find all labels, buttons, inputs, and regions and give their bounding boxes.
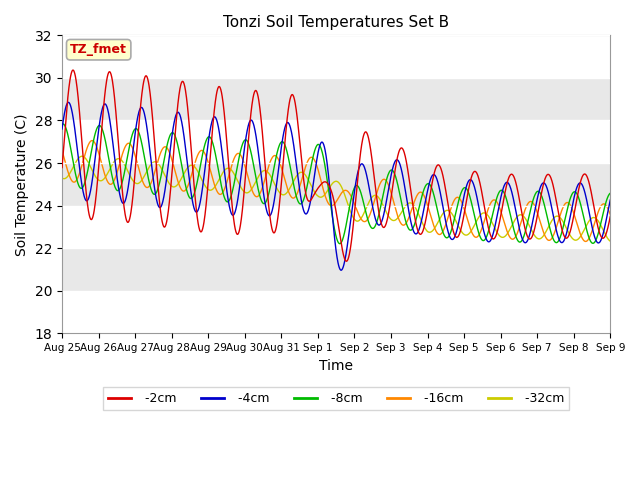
Bar xyxy=(62,36,611,78)
Title: Tonzi Soil Temperatures Set B: Tonzi Soil Temperatures Set B xyxy=(223,15,449,30)
Bar xyxy=(62,120,611,163)
X-axis label: Time: Time xyxy=(319,359,353,372)
Bar xyxy=(62,205,611,248)
Y-axis label: Soil Temperature (C): Soil Temperature (C) xyxy=(15,113,29,256)
Legend:  -2cm,  -4cm,  -8cm,  -16cm,  -32cm: -2cm, -4cm, -8cm, -16cm, -32cm xyxy=(103,387,569,410)
Bar xyxy=(62,291,611,334)
Text: TZ_fmet: TZ_fmet xyxy=(70,43,127,56)
